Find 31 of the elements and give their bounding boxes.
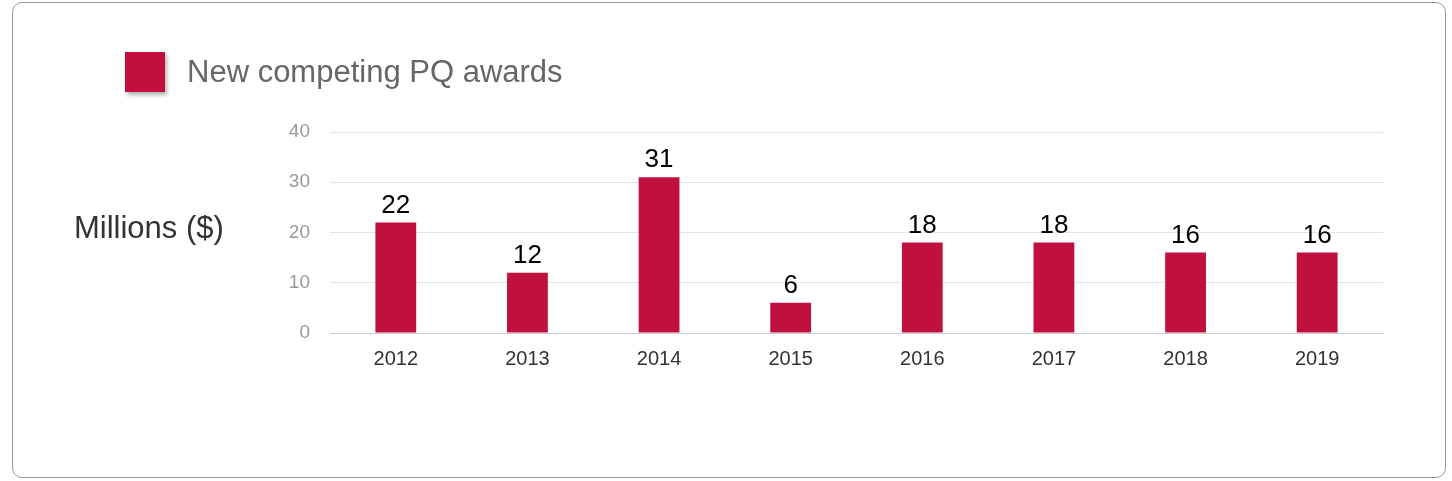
- bar: [507, 272, 548, 333]
- bar: [1296, 252, 1338, 333]
- bar: [638, 177, 680, 333]
- x-tick-label: 2014: [636, 346, 682, 369]
- x-tick-label: 2017: [1031, 346, 1077, 369]
- data-label: 12: [512, 238, 542, 269]
- data-label: 16: [1171, 218, 1201, 249]
- y-tick-label: 20: [288, 220, 310, 242]
- y-tick-label: 30: [288, 170, 310, 192]
- y-tick-label: 40: [288, 120, 310, 142]
- bar: [770, 302, 812, 333]
- data-label: 18: [1039, 208, 1069, 239]
- bar: [1165, 252, 1206, 333]
- y-tick-label: 0: [299, 321, 310, 343]
- y-axis-title: Millions ($): [74, 210, 224, 246]
- data-label: 16: [1302, 218, 1332, 249]
- bar: [1033, 242, 1075, 333]
- bar: [901, 242, 943, 333]
- bar: [375, 222, 417, 333]
- x-tick-label: 2019: [1294, 346, 1340, 369]
- legend-label: New competing PQ awards: [187, 54, 563, 90]
- data-label: 6: [783, 269, 798, 300]
- x-tick-label: 2012: [373, 346, 419, 369]
- x-tick-label: 2016: [900, 346, 945, 369]
- x-tick-label: 2015: [768, 346, 813, 369]
- data-label: 31: [644, 143, 674, 174]
- data-label: 22: [381, 188, 411, 219]
- x-tick-label: 2013: [505, 346, 550, 369]
- y-tick-label: 10: [288, 270, 310, 292]
- x-tick-label: 2018: [1163, 346, 1208, 369]
- data-label: 18: [907, 208, 937, 239]
